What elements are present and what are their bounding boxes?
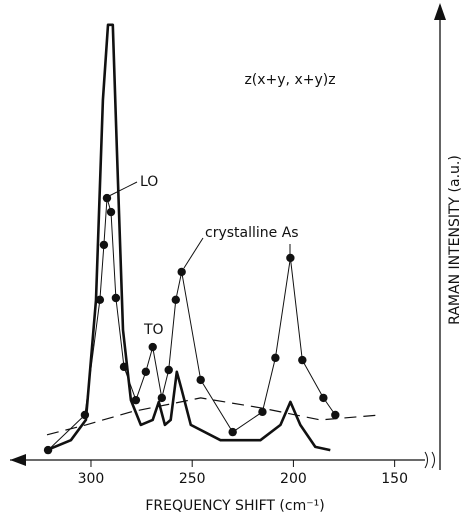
- data-point: [271, 353, 280, 363]
- data-point: [95, 295, 105, 304]
- annotation: z(x+y, x+y)z: [244, 72, 335, 88]
- x-axis-label: FREQUENCY SHIFT (cm⁻¹): [145, 498, 324, 514]
- data-point: [298, 355, 307, 365]
- series-line: [46, 23, 331, 452]
- data-point: [102, 193, 112, 203]
- data-point: [80, 410, 90, 420]
- data-point: [131, 395, 141, 405]
- x-tick-label: 150: [381, 471, 408, 487]
- label-crystalline: crystalline As: [205, 225, 299, 241]
- data-point: [331, 410, 340, 420]
- x-tick-label: 200: [280, 471, 307, 487]
- label-lo: LO: [140, 174, 158, 190]
- data-point: [148, 342, 157, 352]
- y-axis-label: RAMAN INTENSITY (a.u.): [447, 155, 463, 325]
- data-point: [119, 362, 129, 372]
- data-point: [43, 445, 53, 455]
- x-tick-label: 300: [78, 471, 105, 487]
- data-point: [286, 253, 295, 263]
- x-arrow: [10, 454, 26, 466]
- axis-break: [424, 451, 435, 469]
- data-point: [111, 293, 121, 303]
- y-arrow: [434, 3, 446, 20]
- series-line: [46, 397, 381, 436]
- x-tick-label: 250: [179, 471, 206, 487]
- data-point: [319, 393, 328, 403]
- data-point: [258, 407, 267, 417]
- data-point: [157, 393, 167, 403]
- pointer: [108, 181, 138, 197]
- data-point: [106, 207, 116, 217]
- data-point: [177, 267, 186, 277]
- data-point: [99, 240, 109, 250]
- data-point: [171, 295, 180, 304]
- pointer: [183, 237, 204, 269]
- data-point: [141, 367, 151, 376]
- label-to: TO: [143, 322, 164, 338]
- data-point: [228, 427, 237, 437]
- data-point: [164, 365, 173, 375]
- data-point: [196, 375, 205, 385]
